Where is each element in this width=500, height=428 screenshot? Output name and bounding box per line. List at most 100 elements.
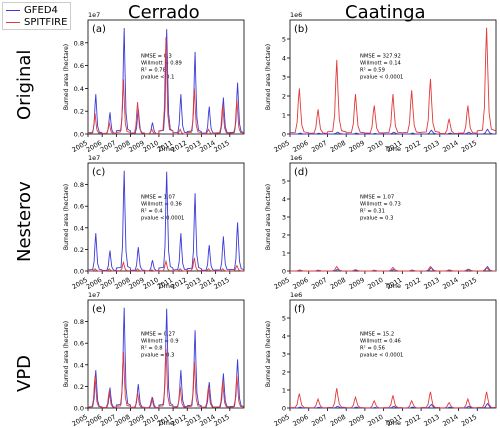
y-tick-label: 5 bbox=[282, 315, 286, 323]
stats-line: pvalue < 0.0001 bbox=[360, 353, 403, 359]
stats-line: R² = 0.59 bbox=[360, 68, 385, 74]
x-tick-label: 2006 bbox=[291, 413, 309, 428]
y-tick-label: 4 bbox=[282, 55, 286, 63]
x-axis-label: Time bbox=[384, 145, 401, 153]
y-tick-label: 0.4 bbox=[74, 224, 84, 232]
x-axis-label: Time bbox=[157, 282, 174, 290]
panel-letter: (f) bbox=[294, 304, 305, 315]
panel-letter: (a) bbox=[92, 24, 106, 35]
axis-scale-label: 1e7 bbox=[88, 11, 100, 19]
stats-line: R² = 0.8 bbox=[141, 346, 163, 352]
y-tick-label: 5 bbox=[282, 36, 286, 44]
stats-line: pvalue < 0.0001 bbox=[141, 216, 184, 222]
legend-label-spitfire: SPITFIRE bbox=[24, 16, 68, 28]
x-tick-label: 2014 bbox=[441, 276, 459, 291]
stats-line: NMSE = 1.07 bbox=[360, 195, 394, 201]
x-tick-label: 2010 bbox=[366, 139, 384, 154]
x-tick-label: 2013 bbox=[422, 276, 440, 291]
y-tick-label: 0.8 bbox=[74, 318, 84, 326]
series-line-spitfire bbox=[88, 257, 244, 272]
panel-a: 0.00.20.40.60.81e72005200620072008200920… bbox=[63, 11, 245, 154]
x-tick-label: 2005 bbox=[273, 276, 291, 291]
stats-line: NMSE = 1.07 bbox=[141, 195, 175, 201]
legend-swatch-spitfire bbox=[6, 21, 20, 23]
stats-line: Willmott = 0.46 bbox=[360, 339, 401, 345]
x-tick-label: 2012 bbox=[404, 139, 422, 154]
panel-letter: (b) bbox=[294, 24, 308, 35]
x-tick-label: 2007 bbox=[310, 276, 328, 291]
y-tick-label: 0.0 bbox=[74, 405, 84, 413]
axes-frame bbox=[87, 19, 245, 135]
axis-scale-label: 1e7 bbox=[88, 154, 100, 162]
x-tick-label: 2008 bbox=[329, 413, 347, 428]
column-title-caatinga: Caatinga bbox=[345, 2, 426, 23]
x-tick-label: 2014 bbox=[441, 413, 459, 428]
x-axis-label: Time bbox=[157, 145, 174, 153]
y-tick-label: 3 bbox=[282, 74, 286, 82]
x-axis-label: Time bbox=[157, 419, 174, 427]
stats-line: Willmott = 0.73 bbox=[360, 202, 401, 208]
y-tick-label: 0 bbox=[282, 131, 286, 139]
x-axis-label: Time bbox=[384, 282, 401, 290]
y-tick-label: 0 bbox=[282, 268, 286, 276]
axis-scale-label: 1e6 bbox=[290, 291, 302, 299]
x-tick-label: 2015 bbox=[212, 276, 230, 291]
y-axis-label: Burned area (hectare) bbox=[265, 321, 272, 387]
x-tick-label: 2009 bbox=[348, 276, 366, 291]
y-tick-label: 2 bbox=[282, 369, 286, 377]
y-tick-label: 2 bbox=[282, 93, 286, 101]
stats-line: pvalue = 0.3 bbox=[141, 353, 174, 359]
x-tick-label: 2012 bbox=[404, 276, 422, 291]
y-tick-label: 0.6 bbox=[74, 203, 84, 211]
panel-letter: (c) bbox=[92, 167, 105, 178]
y-tick-label: 1 bbox=[282, 387, 286, 395]
y-tick-label: 1 bbox=[282, 112, 286, 120]
x-tick-label: 2009 bbox=[348, 139, 366, 154]
stats-line: R² = 0.4 bbox=[141, 209, 163, 215]
x-axis-label: Time bbox=[384, 419, 401, 427]
series-line-gfed4 bbox=[87, 170, 245, 272]
legend-entry-gfed4: GFED4 bbox=[6, 4, 67, 16]
y-tick-label: 0.6 bbox=[74, 62, 84, 70]
x-tick-label: 2007 bbox=[310, 413, 328, 428]
y-tick-label: 3 bbox=[282, 214, 286, 222]
x-tick-label: 2015 bbox=[460, 139, 478, 154]
y-tick-label: 4 bbox=[282, 333, 286, 341]
series-line-gfed4 bbox=[290, 128, 496, 135]
series-line-spitfire bbox=[87, 37, 244, 135]
axis-scale-label: 1e6 bbox=[290, 11, 302, 19]
y-tick-label: 0.0 bbox=[74, 268, 84, 276]
stats-line: NMSE = 0.3 bbox=[141, 54, 172, 60]
stats-line: Willmott = 0.9 bbox=[141, 339, 179, 345]
y-tick-label: 0.2 bbox=[74, 246, 84, 254]
legend-label-gfed4: GFED4 bbox=[24, 4, 58, 16]
y-axis-label: Burned area (hectare) bbox=[265, 44, 272, 110]
x-tick-label: 2015 bbox=[460, 276, 478, 291]
x-tick-label: 2008 bbox=[329, 139, 347, 154]
x-tick-label: 2010 bbox=[366, 413, 384, 428]
series-line-spitfire bbox=[87, 348, 244, 409]
series-line-spitfire bbox=[289, 388, 496, 409]
y-tick-label: 0.8 bbox=[74, 39, 84, 47]
x-tick-label: 2014 bbox=[441, 139, 459, 154]
stats-line: NMSE = 15.2 bbox=[360, 332, 394, 338]
y-tick-label: 3 bbox=[282, 351, 286, 359]
y-tick-label: 0.4 bbox=[74, 85, 84, 93]
x-tick-label: 2006 bbox=[291, 276, 309, 291]
panel-letter: (d) bbox=[294, 167, 308, 178]
series-line-spitfire bbox=[289, 27, 496, 134]
stats-line: pvalue = 0.3 bbox=[360, 216, 393, 222]
x-tick-label: 2008 bbox=[329, 276, 347, 291]
y-axis-label: Burned area (hectare) bbox=[63, 321, 70, 387]
y-tick-label: 0.4 bbox=[74, 361, 84, 369]
x-tick-label: 2007 bbox=[310, 139, 328, 154]
x-tick-label: 2005 bbox=[273, 139, 291, 154]
stats-line: NMSE = 327.92 bbox=[360, 54, 401, 60]
axes-frame bbox=[87, 299, 245, 409]
column-title-cerrado: Cerrado bbox=[128, 2, 200, 23]
panel-letter: (e) bbox=[92, 304, 106, 315]
y-tick-label: 0.0 bbox=[74, 131, 84, 139]
stats-line: Willmott = 0.89 bbox=[141, 61, 182, 67]
y-axis-label: Burned area (hectare) bbox=[63, 44, 70, 110]
